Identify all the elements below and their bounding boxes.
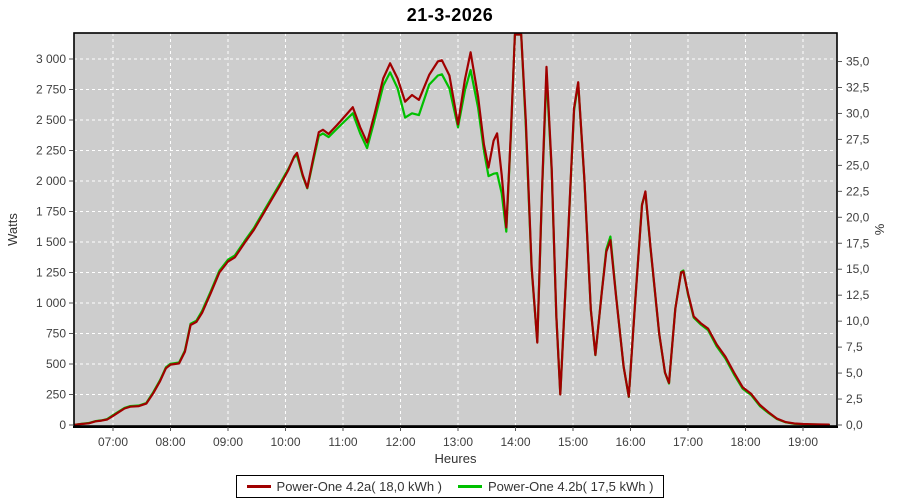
svg-text:1 500: 1 500 (36, 235, 66, 249)
svg-text:17,5: 17,5 (846, 236, 870, 250)
svg-text:12:00: 12:00 (385, 435, 415, 449)
series-a-line (73, 33, 831, 426)
svg-text:32,5: 32,5 (846, 80, 870, 94)
x-axis-label: Heures (435, 451, 477, 466)
svg-text:2,5: 2,5 (846, 392, 863, 406)
svg-text:30,0: 30,0 (846, 106, 870, 120)
svg-text:13:00: 13:00 (443, 435, 473, 449)
svg-text:0,0: 0,0 (846, 418, 863, 432)
legend-item-series-a: Power-One 4.2a( 18,0 kWh ) (246, 479, 442, 494)
svg-text:2 750: 2 750 (36, 83, 66, 97)
gridlines (74, 33, 837, 426)
svg-text:19:00: 19:00 (788, 435, 818, 449)
svg-text:750: 750 (46, 327, 66, 341)
series-b-label: Power-One 4.2b( 17,5 kWh ) (488, 479, 654, 494)
svg-text:35,0: 35,0 (846, 55, 870, 69)
svg-text:22,5: 22,5 (846, 184, 870, 198)
svg-text:25,0: 25,0 (846, 158, 870, 172)
svg-text:09:00: 09:00 (213, 435, 243, 449)
svg-text:1 250: 1 250 (36, 266, 66, 280)
svg-text:20,0: 20,0 (846, 210, 870, 224)
svg-text:250: 250 (46, 388, 66, 402)
svg-text:2 000: 2 000 (36, 174, 66, 188)
svg-text:0: 0 (59, 418, 66, 432)
axis-ticks (69, 58, 842, 431)
svg-text:7,5: 7,5 (846, 340, 863, 354)
plot-area (74, 33, 837, 426)
svg-text:07:00: 07:00 (98, 435, 128, 449)
svg-text:12,5: 12,5 (846, 288, 870, 302)
svg-text:10:00: 10:00 (270, 435, 300, 449)
svg-text:1 750: 1 750 (36, 205, 66, 219)
svg-text:18:00: 18:00 (730, 435, 760, 449)
svg-text:10,0: 10,0 (846, 314, 870, 328)
svg-text:17:00: 17:00 (673, 435, 703, 449)
svg-text:5,0: 5,0 (846, 366, 863, 380)
y2-axis-label: % (872, 223, 887, 235)
svg-text:3 000: 3 000 (36, 52, 66, 66)
x-axis-tick-labels: 07:00 08:00 09:00 10:00 11:00 12:00 13:00 14:00… (98, 435, 818, 449)
svg-text:2 250: 2 250 (36, 144, 66, 158)
legend-box: Power-One 4.2a( 18,0 kWh ) Power-One 4.2… (235, 475, 665, 498)
y2-axis-tick-labels: 0,0 2,5 5,0 7,5 10,0 12,5 15,0 17,5 20,0 22,5 25,0… (846, 55, 870, 432)
svg-text:15,0: 15,0 (846, 262, 870, 276)
svg-text:27,5: 27,5 (846, 132, 870, 146)
svg-text:14:00: 14:00 (500, 435, 530, 449)
series-a-swatch (246, 485, 271, 488)
y-axis-tick-labels: 0 250 500 750 1 000 1 250 1 500 1 750 2 000 2 250… (36, 52, 66, 432)
svg-text:11:00: 11:00 (328, 435, 357, 449)
svg-text:08:00: 08:00 (155, 435, 185, 449)
svg-text:500: 500 (46, 357, 66, 371)
legend-item-series-b: Power-One 4.2b( 17,5 kWh ) (458, 479, 653, 494)
svg-text:15:00: 15:00 (558, 435, 588, 449)
legend: Power-One 4.2a( 18,0 kWh ) Power-One 4.2… (0, 475, 900, 498)
chart-title: 21-3-2026 (406, 5, 494, 25)
svg-text:1 000: 1 000 (36, 296, 66, 310)
series-b-swatch (458, 485, 482, 488)
svg-text:2 500: 2 500 (36, 113, 66, 127)
y-axis-label: Watts (5, 213, 20, 246)
svg-text:16:00: 16:00 (615, 435, 645, 449)
series-a-label: Power-One 4.2a( 18,0 kWh ) (276, 479, 442, 494)
